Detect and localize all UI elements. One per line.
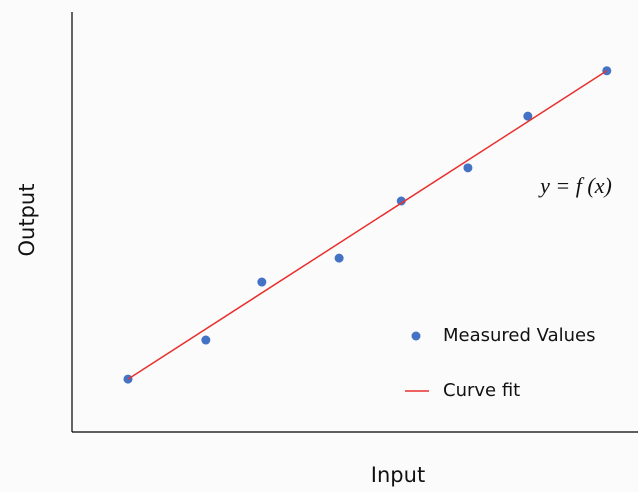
data-point xyxy=(335,254,344,263)
legend-swatch xyxy=(412,332,421,341)
data-point xyxy=(257,278,266,287)
legend-label: Measured Values xyxy=(443,325,595,346)
y-axis-label: Output xyxy=(15,184,39,257)
annotation: y = f (x) xyxy=(538,173,612,198)
chart: Output Input y = f (x) Measured Values Cu… xyxy=(0,0,638,492)
data-point xyxy=(463,163,472,172)
page: Output Input y = f (x) Measured Values Cu… xyxy=(0,0,638,492)
background xyxy=(0,0,638,492)
data-point xyxy=(201,336,210,345)
legend-label: Curve fit xyxy=(443,380,520,401)
x-axis-label: Input xyxy=(371,463,425,487)
data-point xyxy=(124,375,133,384)
